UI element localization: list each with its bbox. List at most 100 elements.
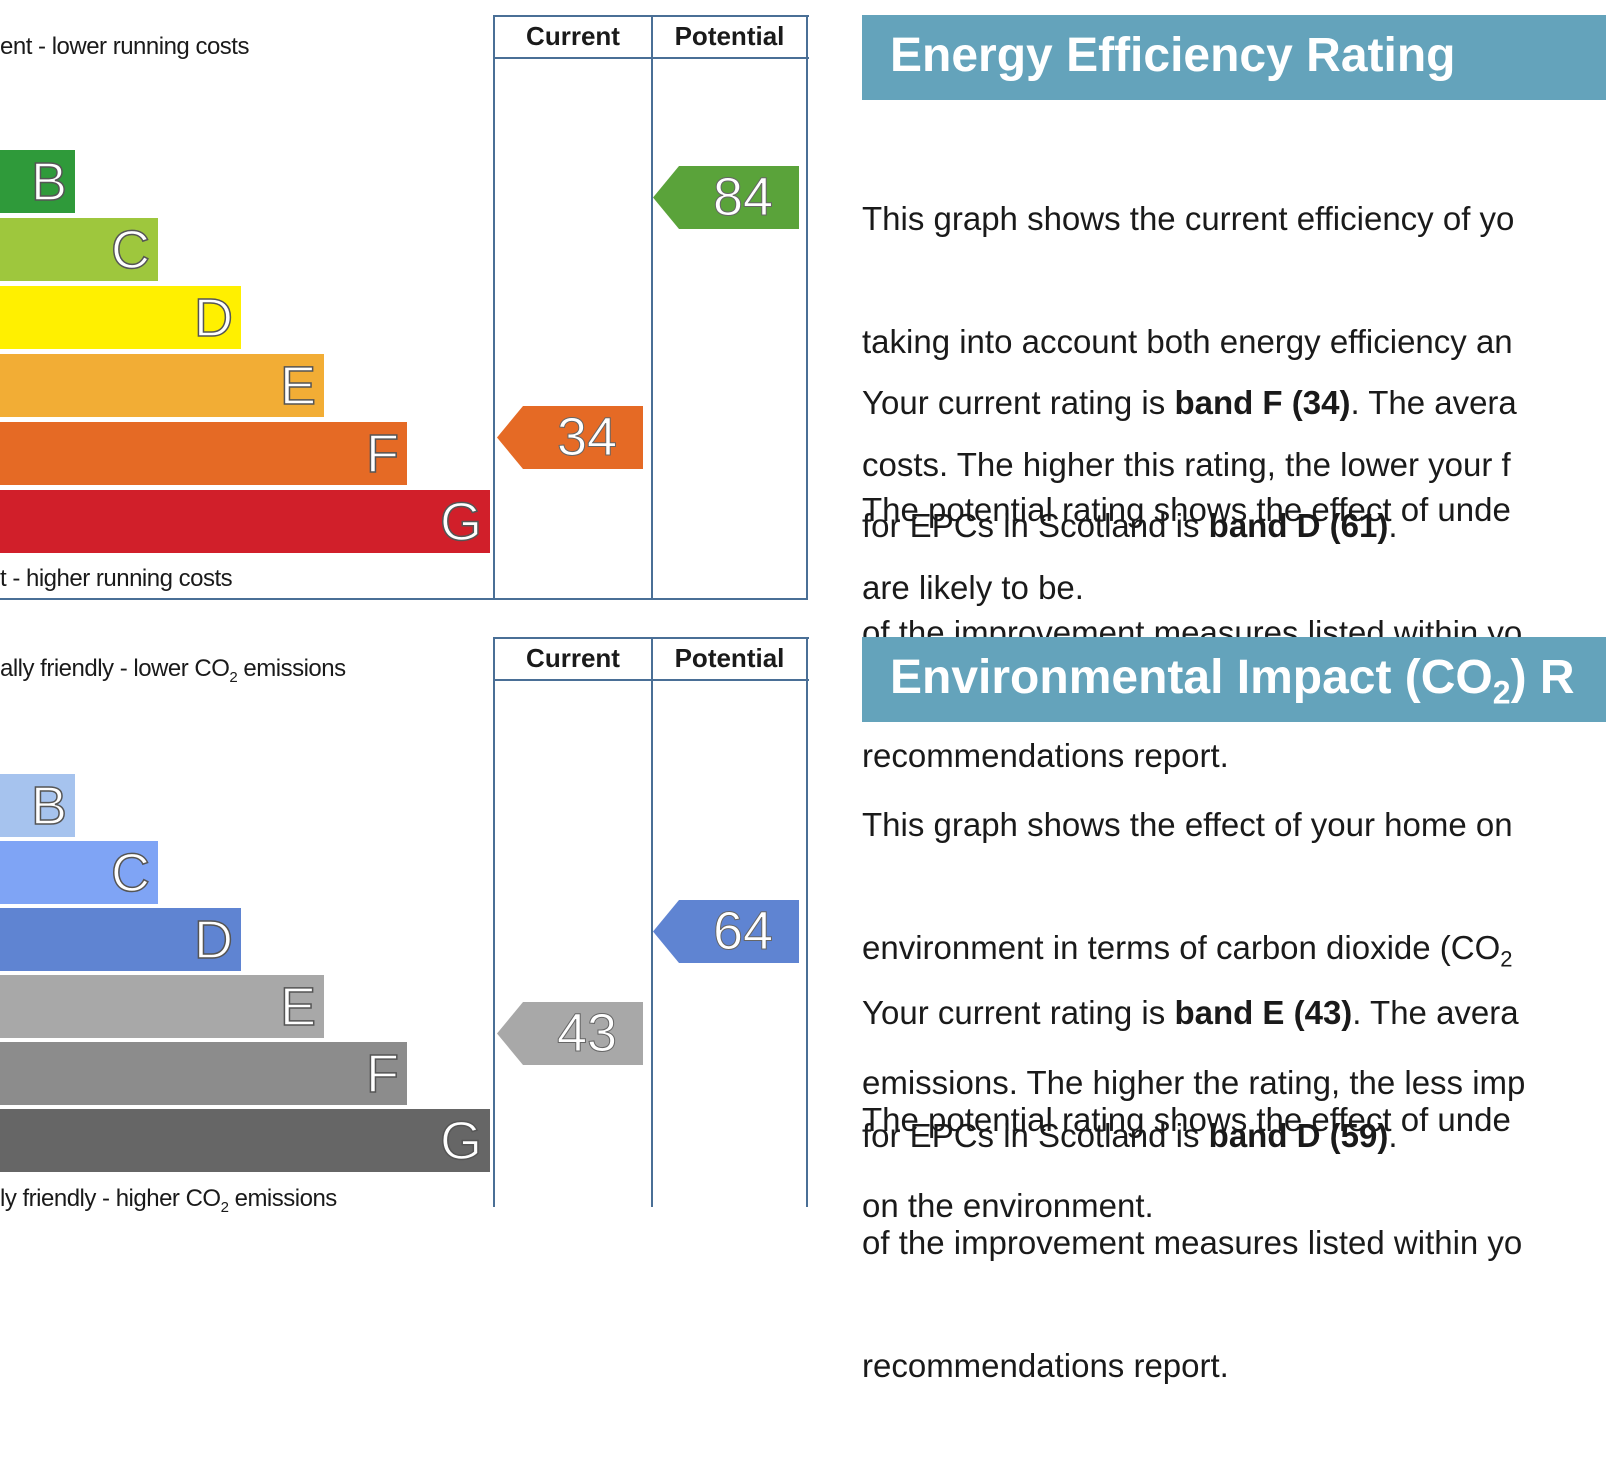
text-line: costs. The higher this rating, the lower… bbox=[862, 446, 1511, 483]
band-letter: D bbox=[193, 287, 234, 349]
environmental-panel-title: Environmental Impact (CO2) R bbox=[862, 637, 1606, 722]
text-line: are likely to be. bbox=[862, 569, 1084, 606]
potential-arrow-shape bbox=[653, 900, 799, 963]
current-arrow-shape bbox=[497, 406, 643, 469]
potential-rating-value: 84 bbox=[712, 167, 774, 228]
band-letter: E bbox=[279, 355, 317, 417]
band-letter: C bbox=[110, 219, 151, 281]
potential-rating-arrow: 64 bbox=[653, 900, 799, 963]
text-span: for EPCs in Scotland is bbox=[862, 507, 1209, 544]
energy-band-e: E bbox=[0, 354, 324, 417]
text-span: Your current rating is bbox=[862, 994, 1175, 1031]
environment-band-b: B bbox=[0, 774, 75, 837]
caption-text: ly friendly - higher CO bbox=[0, 1185, 221, 1212]
column-potential-header: Potential bbox=[674, 643, 785, 673]
header-separator bbox=[493, 679, 809, 681]
energy-current-rating-paragraph: Your current rating is band F (34). The … bbox=[862, 300, 1606, 628]
text-line: The potential rating shows the effect of… bbox=[862, 1101, 1511, 1138]
average-band-text: band D (61) bbox=[1208, 507, 1389, 544]
text-span: . The avera bbox=[1350, 384, 1517, 421]
bottom-caption: ly friendly - higher CO2 emissions bbox=[0, 1185, 337, 1216]
text-line: environment in terms of carbon dioxide (… bbox=[862, 927, 1606, 980]
text-span: Your current rating is bbox=[862, 384, 1175, 421]
potential-rating-arrow: 84 bbox=[653, 166, 799, 229]
text-line: emissions. The higher the rating, the le… bbox=[862, 1063, 1526, 1101]
band-letter: F bbox=[365, 423, 400, 485]
frame-divider-left bbox=[493, 15, 495, 600]
text-line: recommendations report. bbox=[862, 1347, 1229, 1384]
environmental-description-paragraph: This graph shows the effect of your home… bbox=[862, 722, 1606, 1308]
frame-divider-right bbox=[806, 637, 808, 1207]
current-rating-value: 34 bbox=[556, 407, 618, 468]
potential-rating-value: 64 bbox=[712, 901, 774, 962]
band-letter: B bbox=[30, 151, 68, 213]
environment-band-d: D bbox=[0, 908, 241, 971]
frame-divider-left bbox=[493, 637, 495, 1207]
column-potential-header: Potential bbox=[674, 21, 785, 51]
text-line: This graph shows the effect of your home… bbox=[862, 806, 1513, 843]
text-line: recommendations report. bbox=[862, 737, 1229, 774]
text-span: for EPCs in Scotland is bbox=[862, 1117, 1209, 1154]
environment-band-g: G bbox=[0, 1109, 490, 1172]
caption-text: emissions bbox=[237, 655, 346, 682]
text-line: for EPCs in Scotland is band D (61). bbox=[862, 505, 1606, 546]
column-current-header: Current bbox=[526, 21, 620, 51]
energy-rating-chart: Current Potential ent - lower running co… bbox=[0, 15, 809, 600]
bottom-caption: t - higher running costs bbox=[0, 565, 233, 592]
environmental-rating-chart: Current Potential ally friendly - lower … bbox=[0, 637, 809, 1216]
header-separator bbox=[493, 57, 809, 59]
text-span: . bbox=[1388, 507, 1398, 544]
caption-text: ally friendly - lower CO bbox=[0, 655, 230, 682]
text-line: Your current rating is band E (43). The … bbox=[862, 992, 1606, 1033]
band-letter: B bbox=[30, 775, 68, 837]
frame-divider-right bbox=[806, 15, 808, 600]
text-line: This graph shows the current efficiency … bbox=[862, 200, 1515, 237]
frame-divider-middle bbox=[651, 637, 653, 1207]
text-span: . bbox=[1388, 1117, 1398, 1154]
environment-band-c: C bbox=[0, 841, 158, 904]
energy-band-b: B bbox=[0, 150, 75, 213]
band-letter: E bbox=[279, 976, 317, 1038]
band-letter: F bbox=[365, 1043, 400, 1105]
frame-bottom-line bbox=[0, 598, 808, 600]
title-text: ) R bbox=[1510, 651, 1575, 704]
average-band-text: band D (59) bbox=[1208, 1117, 1389, 1154]
title-subscript: 2 bbox=[1492, 674, 1511, 711]
caption-text: emissions bbox=[228, 1185, 338, 1212]
text-subscript: 2 bbox=[1500, 946, 1513, 972]
text-line: The potential rating shows the effect of… bbox=[862, 491, 1511, 528]
caption-subscript: 2 bbox=[229, 668, 238, 686]
environmental-potential-paragraph: The potential rating shows the effect of… bbox=[862, 1017, 1606, 1468]
text-line: Your current rating is band F (34). The … bbox=[862, 382, 1606, 423]
environment-band-e: E bbox=[0, 975, 324, 1038]
text-line: for EPCs in Scotland is band D (59). bbox=[862, 1115, 1606, 1156]
band-letter: C bbox=[110, 842, 151, 904]
column-current-header: Current bbox=[526, 643, 620, 673]
potential-arrow-shape bbox=[653, 166, 799, 229]
text-span: environment in terms of carbon dioxide (… bbox=[862, 929, 1501, 966]
text-span: . The avera bbox=[1352, 994, 1519, 1031]
current-rating-arrow: 43 bbox=[497, 1002, 643, 1065]
title-text: Environmental Impact (CO bbox=[890, 651, 1493, 704]
frame-divider-middle bbox=[651, 15, 653, 600]
energy-band-f: F bbox=[0, 422, 407, 485]
energy-band-c: C bbox=[0, 218, 158, 281]
energy-efficiency-section: Current Potential ent - lower running co… bbox=[0, 0, 1606, 774]
energy-description-paragraph: This graph shows the current efficiency … bbox=[862, 116, 1606, 690]
top-caption: ally friendly - lower CO2 emissions bbox=[0, 655, 346, 686]
band-letter: G bbox=[439, 491, 483, 553]
environmental-current-rating-paragraph: Your current rating is band E (43). The … bbox=[862, 910, 1606, 1238]
energy-band-d: D bbox=[0, 286, 241, 349]
text-line: taking into account both energy efficien… bbox=[862, 323, 1513, 360]
current-band-text: band F (34) bbox=[1174, 384, 1351, 421]
band-letter: G bbox=[439, 1110, 483, 1172]
top-caption: ent - lower running costs bbox=[0, 33, 249, 60]
current-band-text: band E (43) bbox=[1174, 994, 1353, 1031]
current-rating-value: 43 bbox=[556, 1003, 618, 1064]
energy-band-g: G bbox=[0, 490, 490, 553]
current-rating-arrow: 34 bbox=[497, 406, 643, 469]
current-arrow-shape bbox=[497, 1002, 643, 1065]
energy-panel-title: Energy Efficiency Rating bbox=[862, 15, 1606, 100]
environment-band-f: F bbox=[0, 1042, 407, 1105]
band-letter: D bbox=[193, 909, 234, 971]
